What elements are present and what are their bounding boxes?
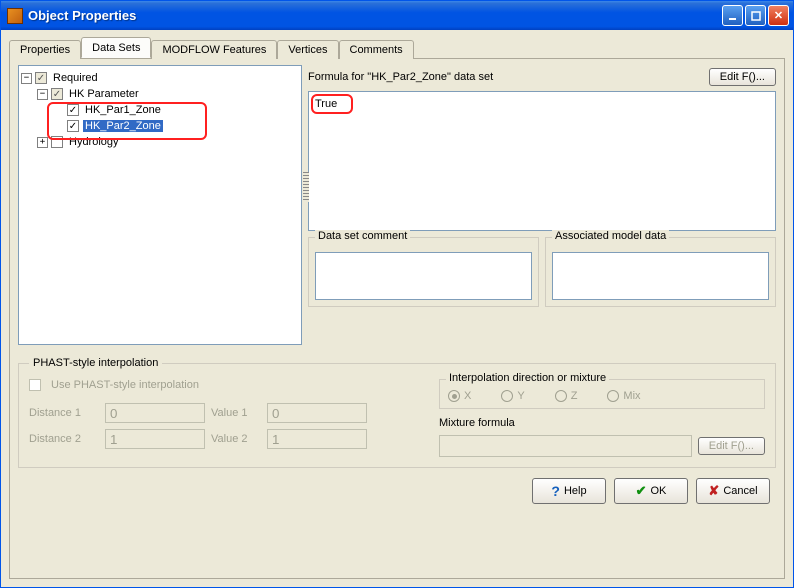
radio-icon [501, 390, 513, 402]
help-button[interactable]: ?Help [532, 478, 606, 504]
tab-properties[interactable]: Properties [9, 40, 81, 59]
edit-mixture-button: Edit F()... [698, 437, 765, 455]
maximize-button[interactable] [745, 5, 766, 26]
check-icon: ✔ [636, 483, 647, 499]
right-pane: Formula for "HK_Par2_Zone" data set Edit… [308, 65, 776, 345]
distance1-input [105, 403, 205, 423]
expand-icon[interactable]: + [37, 137, 48, 148]
radio-icon [555, 390, 567, 402]
value2-input [267, 429, 367, 449]
value1-input [267, 403, 367, 423]
phast-grid: Use PHAST-style interpolation Distance 1… [29, 379, 765, 457]
use-phast-row: Use PHAST-style interpolation [29, 379, 419, 391]
app-icon [7, 8, 23, 24]
tree-row-hk-par1[interactable]: ✓ HK_Par1_Zone [21, 102, 299, 118]
cancel-button[interactable]: ✘Cancel [696, 478, 770, 504]
distance1-row: Distance 1 Value 1 [29, 403, 419, 423]
mixture-input [439, 435, 692, 457]
checkbox-hydrology[interactable] [51, 136, 63, 148]
window: Object Properties ✕ Properties Data Sets… [0, 0, 794, 588]
client-area: Properties Data Sets MODFLOW Features Ve… [1, 30, 793, 587]
tab-data-sets[interactable]: Data Sets [81, 37, 151, 58]
window-title: Object Properties [28, 8, 722, 23]
distance2-row: Distance 2 Value 2 [29, 429, 419, 449]
tab-comments[interactable]: Comments [339, 40, 414, 59]
value1-label: Value 1 [211, 407, 261, 419]
collapse-icon[interactable]: − [21, 73, 32, 84]
tree-label-hk-par2: HK_Par2_Zone [83, 120, 163, 132]
titlebar: Object Properties ✕ [1, 1, 793, 30]
formula-header: Formula for "HK_Par2_Zone" data set Edit… [308, 65, 776, 89]
help-icon: ? [551, 483, 560, 499]
tree-pane[interactable]: − ✓ Required − ✓ HK Parameter ✓ H [18, 65, 302, 345]
tree-row-hk-par2[interactable]: ✓ HK_Par2_Zone [21, 118, 299, 134]
distance2-label: Distance 2 [29, 433, 99, 445]
tree-label-required: Required [51, 72, 100, 84]
tab-panel: − ✓ Required − ✓ HK Parameter ✓ H [9, 59, 785, 579]
tree-row-required[interactable]: − ✓ Required [21, 70, 299, 86]
splitter-handle[interactable] [303, 172, 309, 202]
phast-fieldset: PHAST-style interpolation Use PHAST-styl… [18, 357, 776, 468]
radio-icon [448, 390, 460, 402]
phast-right: Interpolation direction or mixture X Y Z… [439, 379, 765, 457]
mixture-row: Edit F()... [439, 435, 765, 457]
tree-row-hk-parameter[interactable]: − ✓ HK Parameter [21, 86, 299, 102]
radio-icon [607, 390, 619, 402]
radio-x: X [448, 390, 471, 402]
mixture-label: Mixture formula [439, 417, 765, 429]
checkbox-hk-parameter[interactable]: ✓ [51, 88, 63, 100]
associated-model-data-box[interactable] [552, 252, 769, 300]
data-set-comment-label: Data set comment [315, 230, 410, 242]
collapse-icon[interactable]: − [37, 89, 48, 100]
use-phast-checkbox [29, 379, 41, 391]
associated-model-data-group: Associated model data [545, 237, 776, 307]
interp-radios: X Y Z Mix [448, 390, 756, 402]
formula-label: Formula for "HK_Par2_Zone" data set [308, 71, 703, 83]
window-buttons: ✕ [722, 5, 789, 26]
formula-box[interactable]: True [308, 91, 776, 231]
distance2-input [105, 429, 205, 449]
data-set-comment-box[interactable] [315, 252, 532, 300]
radio-y: Y [501, 390, 524, 402]
checkbox-hk-par2[interactable]: ✓ [67, 120, 79, 132]
checkbox-hk-par1[interactable]: ✓ [67, 104, 79, 116]
formula-value: True [315, 98, 337, 110]
dialog-buttons: ?Help ✔OK ✘Cancel [18, 468, 776, 504]
radio-z: Z [555, 390, 578, 402]
value2-label: Value 2 [211, 433, 261, 445]
tree-row-hydrology[interactable]: + Hydrology [21, 134, 299, 150]
tree-label-hk-parameter: HK Parameter [67, 88, 141, 100]
phast-left: Use PHAST-style interpolation Distance 1… [29, 379, 419, 457]
interp-legend: Interpolation direction or mixture [446, 372, 609, 384]
minimize-button[interactable] [722, 5, 743, 26]
cancel-icon: ✘ [708, 483, 719, 499]
distance1-label: Distance 1 [29, 407, 99, 419]
tab-vertices[interactable]: Vertices [277, 40, 338, 59]
use-phast-label: Use PHAST-style interpolation [51, 379, 199, 391]
tree-label-hydrology: Hydrology [67, 136, 121, 148]
data-set-comment-group: Data set comment [308, 237, 539, 307]
upper-area: − ✓ Required − ✓ HK Parameter ✓ H [18, 65, 776, 345]
tree-label-hk-par1: HK_Par1_Zone [83, 104, 163, 116]
associated-model-data-label: Associated model data [552, 230, 669, 242]
close-button[interactable]: ✕ [768, 5, 789, 26]
phast-legend: PHAST-style interpolation [29, 357, 162, 369]
ok-button[interactable]: ✔OK [614, 478, 688, 504]
tab-modflow-features[interactable]: MODFLOW Features [151, 40, 277, 59]
radio-mix: Mix [607, 390, 640, 402]
interp-group: Interpolation direction or mixture X Y Z… [439, 379, 765, 409]
tab-bar: Properties Data Sets MODFLOW Features Ve… [9, 36, 785, 59]
edit-formula-button[interactable]: Edit F()... [709, 68, 776, 86]
checkbox-required[interactable]: ✓ [35, 72, 47, 84]
lower-row: Data set comment Associated model data [308, 237, 776, 307]
